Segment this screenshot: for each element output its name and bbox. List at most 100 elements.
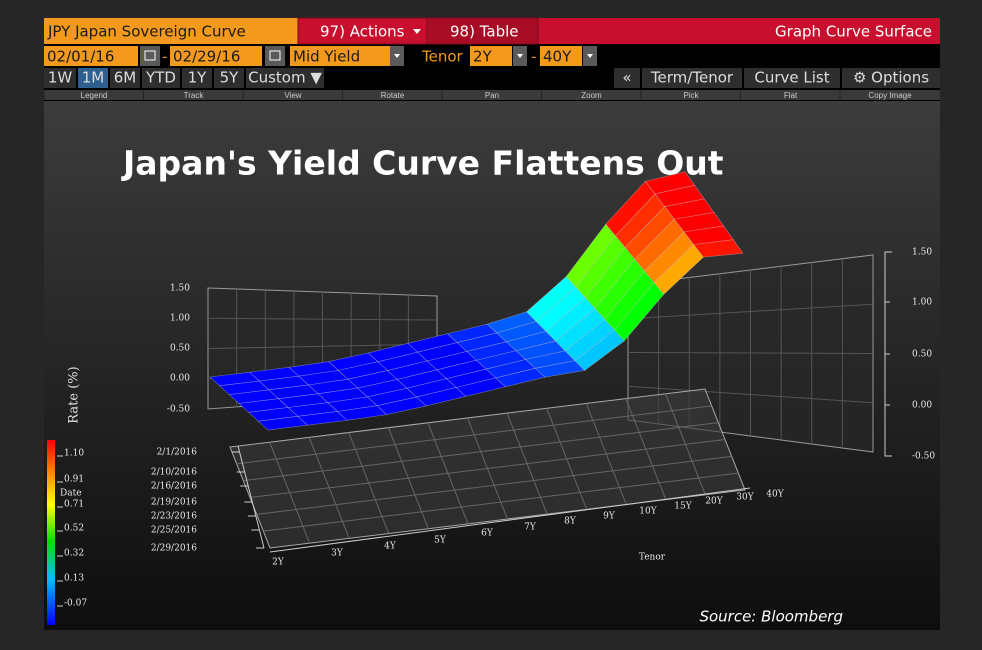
button-bg (744, 68, 840, 88)
tool-tab[interactable]: Legend (43, 90, 107, 100)
left-axis-label: Rate (%) (67, 366, 82, 423)
function-title: Graph Curve Surface (775, 23, 932, 41)
tenor-axis-line (269, 487, 751, 553)
button-bg (182, 68, 212, 88)
period-button[interactable]: Custom ▼ (246, 68, 324, 88)
sub-bar (44, 90, 940, 100)
button-bg (78, 68, 108, 88)
arrow-icon (394, 54, 400, 58)
tenor-tick-label: 15Y (674, 502, 692, 512)
tenor-to: 40Y (543, 48, 572, 66)
floor-grid (263, 472, 739, 532)
right-tick-label: 1.50 (912, 248, 932, 258)
period-button[interactable]: 6M (110, 68, 140, 88)
tenor-tick-label: 40Y (766, 490, 784, 500)
period-button[interactable]: 1M (78, 68, 108, 88)
tool-tab[interactable]: Track (143, 90, 205, 100)
start-date-field[interactable] (44, 46, 138, 66)
period-button[interactable]: 1W (44, 68, 76, 88)
tenor-tick-label: 20Y (705, 497, 723, 507)
period-label: Custom ▼ (248, 69, 322, 87)
right-tick-label: 1.00 (912, 298, 932, 308)
period-button[interactable]: YTD (142, 68, 180, 88)
arrow-icon (413, 29, 421, 34)
tenor-tick-label: 5Y (434, 536, 447, 546)
date-dash: - (162, 48, 167, 66)
period-label: YTD (145, 69, 176, 87)
floor-grid (256, 455, 732, 515)
toolbar-button-label: Curve List (754, 69, 829, 87)
button-bg (142, 68, 180, 88)
tenor-tick-label: 7Y (524, 523, 537, 533)
calendar-button[interactable] (265, 46, 285, 66)
tool-tab[interactable]: Flat (740, 90, 798, 100)
table-button[interactable]: 98) Table (426, 17, 539, 45)
field-select-field[interactable] (290, 46, 390, 66)
legend-tick-label: -0.07 (64, 599, 87, 609)
tenor-from-field[interactable] (470, 46, 512, 66)
calendar-icon (144, 50, 156, 61)
screen-title: JPY Japan Sovereign Curve (47, 23, 246, 41)
tool-tab[interactable]: Pick (640, 90, 700, 100)
legend-tick-label: 0.52 (64, 524, 84, 534)
toolbar-button-label: ⚙ Options (853, 69, 929, 87)
left-tick-label: 0.50 (170, 344, 190, 354)
toolbar-button-label: « (622, 69, 631, 87)
floor-grid (243, 422, 719, 482)
button-bg (614, 68, 640, 88)
left-tick-label: 1.00 (170, 314, 190, 324)
button-bg (214, 68, 244, 88)
toolbar-button[interactable]: Term/Tenor (642, 68, 742, 88)
color-bar (47, 440, 55, 625)
wall-grid (207, 343, 438, 349)
wall-grid (207, 317, 438, 321)
legend-title: Date (60, 489, 82, 499)
floor-grid (236, 405, 712, 465)
button-bg (44, 68, 76, 88)
actions-button[interactable]: 97) Actions (297, 17, 428, 45)
tool-tab[interactable]: Copy Image (839, 90, 912, 100)
tool-tab[interactable]: Rotate (342, 90, 405, 100)
date-label: 2/29/2016 (151, 544, 197, 554)
actions-label: 97) Actions (320, 23, 405, 41)
calendar-icon (269, 50, 281, 61)
period-label: 5Y (220, 69, 240, 87)
toolbar-button[interactable]: « (614, 68, 640, 88)
start-date: 02/01/16 (47, 48, 114, 66)
tool-tab-label: View (284, 91, 301, 100)
tool-tab[interactable]: View (242, 90, 302, 100)
toolbar-button[interactable]: Curve List (744, 68, 840, 88)
toolbar-button-label: Term/Tenor (650, 69, 734, 87)
date-axis-line (237, 445, 265, 549)
tenor-tick-label: 8Y (564, 517, 577, 527)
period-button[interactable]: 5Y (214, 68, 244, 88)
tenor-tick-label: 30Y (736, 493, 754, 503)
tenor-tick-label: 9Y (603, 512, 616, 522)
title-box (44, 18, 298, 44)
tool-tab-label: Zoom (581, 91, 602, 100)
legend-tick-label: 0.91 (64, 475, 84, 485)
chart-title: Japan's Yield Curve Flattens Out (121, 144, 724, 183)
tool-tab-label: Track (184, 91, 205, 100)
tool-tab[interactable]: Zoom (541, 90, 603, 100)
table-label: 98) Table (450, 23, 519, 41)
floor-grid (249, 439, 726, 498)
date-label: 2/1/2016 (157, 448, 198, 458)
period-button[interactable]: 1Y (182, 68, 212, 88)
legend-tick-label: 1.10 (64, 449, 84, 459)
tool-tab[interactable]: Pan (441, 90, 499, 100)
date-label: 2/23/2016 (151, 512, 197, 522)
tenor-tick-label: 3Y (331, 549, 344, 559)
button-bg (842, 68, 940, 88)
tenor-to-field[interactable] (540, 46, 582, 66)
left-tick-label: -0.50 (167, 405, 190, 415)
left-tick-label: 1.50 (170, 284, 190, 294)
arrow-icon (517, 54, 523, 58)
end-date-field[interactable] (170, 46, 262, 66)
calendar-button[interactable] (140, 46, 160, 66)
period-label: 6M (114, 69, 137, 87)
toolbar-button[interactable]: ⚙ Options (842, 68, 940, 88)
tenor-dash: - (531, 48, 536, 66)
button-bg (246, 68, 324, 88)
